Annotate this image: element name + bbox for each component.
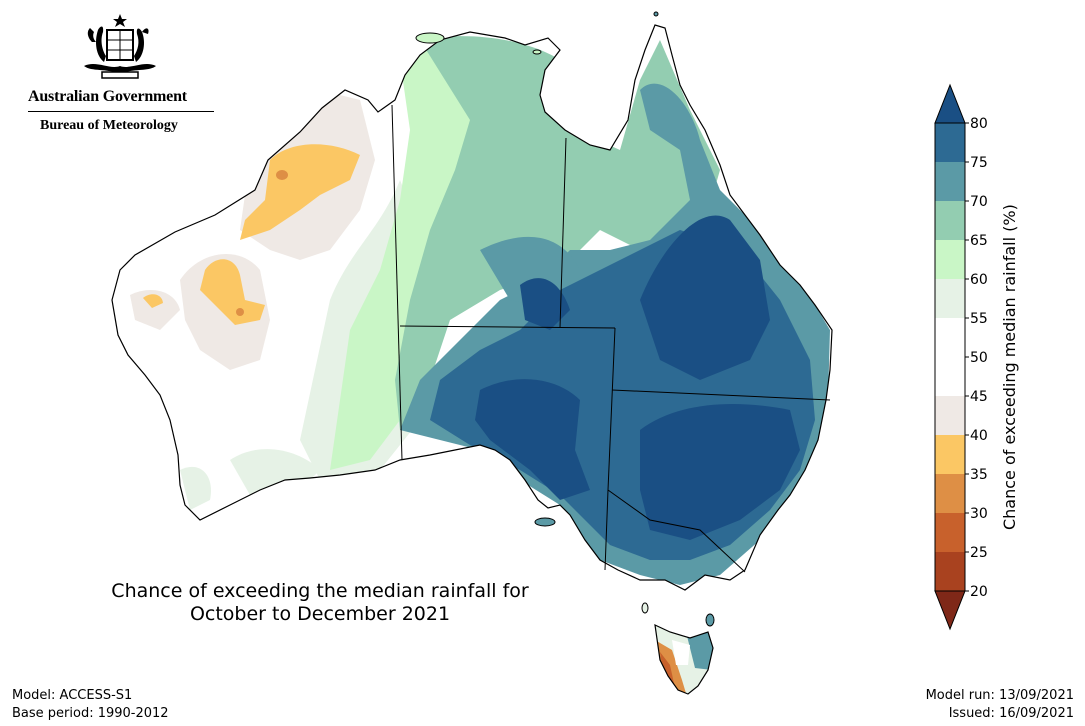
legend-bin-50-55 — [935, 318, 965, 357]
legend-bin-35-40 — [935, 435, 965, 474]
legend-bin-below-20 — [934, 590, 966, 631]
legend-tick-label: 50 — [970, 350, 988, 366]
qld-nsw-border — [611, 389, 831, 401]
legend-tick-label: 65 — [970, 233, 988, 249]
legend-tick-label: 45 — [970, 389, 988, 405]
issue-info: Model run: 13/09/2021 Issued: 16/09/2021 — [926, 687, 1074, 723]
legend-bin-75-80 — [935, 123, 965, 162]
groote-island — [532, 49, 542, 55]
tiwi-islands — [415, 32, 445, 44]
issued-date: Issued: 16/09/2021 — [948, 706, 1074, 721]
legend-bin-60-65 — [935, 240, 965, 279]
flinders-island — [705, 613, 715, 627]
legend-bin-70-75 — [935, 162, 965, 201]
legend-tick-label: 75 — [970, 155, 988, 171]
nt-qld-border — [559, 137, 567, 329]
legend-label: Chance of exceeding median rainfall (%) — [1000, 204, 1019, 530]
nsw-vic-border — [607, 489, 746, 573]
tasmania-coastline — [654, 623, 714, 695]
model-name: Model: ACCESS-S1 — [12, 688, 133, 703]
legend-tick-label: 35 — [970, 467, 988, 483]
legend-tick-label: 30 — [970, 506, 988, 522]
legend-bin-25-30 — [935, 513, 965, 552]
nt-sa-border — [399, 325, 616, 329]
legend-tick-label: 60 — [970, 272, 988, 288]
legend-bin-20-25 — [935, 552, 965, 591]
legend-tick-label: 80 — [970, 116, 988, 132]
bureau-name: Bureau of Meteorology — [40, 118, 178, 133]
legend-tick-label: 55 — [970, 311, 988, 327]
legend-tick-label: 25 — [970, 545, 988, 561]
map-title-line2: October to December 2021 — [189, 603, 451, 625]
model-info: Model: ACCESS-S1 Base period: 1990-2012 — [12, 687, 169, 723]
king-island — [641, 602, 649, 614]
mainland-coastline — [111, 24, 833, 591]
kangaroo-island — [534, 517, 556, 527]
rainfall-outlook-map — [111, 11, 833, 695]
map-title: Chance of exceeding the median rainfall … — [70, 580, 570, 626]
bom-logo: Australian Government Bureau of Meteorol… — [28, 8, 218, 138]
legend-bin-55-60 — [935, 279, 965, 318]
legend-tick-label: 40 — [970, 428, 988, 444]
base-period: Base period: 1990-2012 — [12, 706, 169, 721]
state-borders — [391, 104, 831, 573]
model-run-date: Model run: 13/09/2021 — [925, 688, 1074, 703]
commonwealth-coat-of-arms-icon — [84, 14, 156, 79]
legend-tick-label: 20 — [970, 584, 988, 600]
legend-tick-label: 70 — [970, 194, 988, 210]
wa-border — [391, 104, 403, 461]
legend-colorbar: 80 75 70 65 60 55 50 45 40 35 30 25 20 — [934, 83, 988, 631]
legend-bin-30-35 — [935, 474, 965, 513]
torres-island — [653, 11, 659, 17]
legend-bin-65-70 — [935, 201, 965, 240]
logo-divider — [28, 111, 214, 112]
legend-bin-45-50 — [935, 357, 965, 396]
map-title-line1: Chance of exceeding the median rainfall … — [111, 580, 529, 602]
government-name: Australian Government — [28, 88, 187, 105]
legend-bin-40-45 — [935, 396, 965, 435]
legend-bin-above-80 — [934, 83, 966, 124]
